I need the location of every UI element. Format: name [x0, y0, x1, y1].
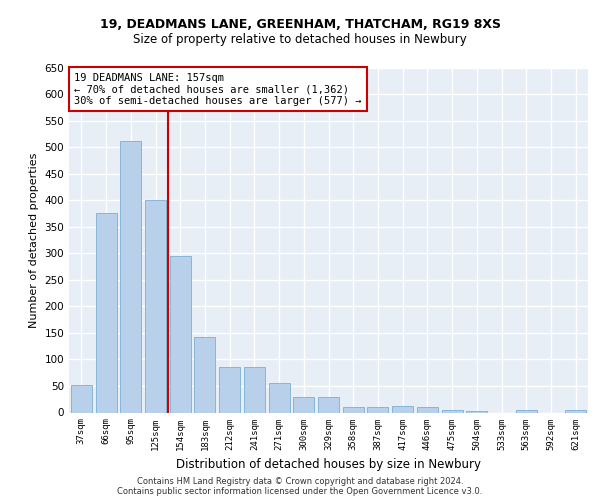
Bar [95, 214, 116, 412]
Text: Contains public sector information licensed under the Open Government Licence v3: Contains public sector information licen… [118, 487, 482, 496]
Bar [417, 407, 438, 412]
Bar [194, 337, 215, 412]
Bar [565, 410, 586, 412]
Text: Size of property relative to detached houses in Newbury: Size of property relative to detached ho… [133, 32, 467, 46]
Text: 19, DEADMANS LANE, GREENHAM, THATCHAM, RG19 8XS: 19, DEADMANS LANE, GREENHAM, THATCHAM, R… [100, 18, 500, 30]
Bar [71, 386, 92, 412]
Bar [343, 407, 364, 412]
Y-axis label: Number of detached properties: Number of detached properties [29, 152, 39, 328]
Bar [269, 384, 290, 412]
Bar [442, 410, 463, 412]
Bar [170, 256, 191, 412]
Bar [392, 406, 413, 412]
Bar [516, 410, 537, 412]
Bar [293, 396, 314, 412]
Bar [367, 407, 388, 412]
Bar [219, 368, 240, 412]
Bar [120, 140, 141, 412]
Bar [318, 396, 339, 412]
Text: Contains HM Land Registry data © Crown copyright and database right 2024.: Contains HM Land Registry data © Crown c… [137, 477, 463, 486]
X-axis label: Distribution of detached houses by size in Newbury: Distribution of detached houses by size … [176, 458, 481, 471]
Text: 19 DEADMANS LANE: 157sqm
← 70% of detached houses are smaller (1,362)
30% of sem: 19 DEADMANS LANE: 157sqm ← 70% of detach… [74, 72, 362, 106]
Bar [244, 368, 265, 412]
Bar [145, 200, 166, 412]
